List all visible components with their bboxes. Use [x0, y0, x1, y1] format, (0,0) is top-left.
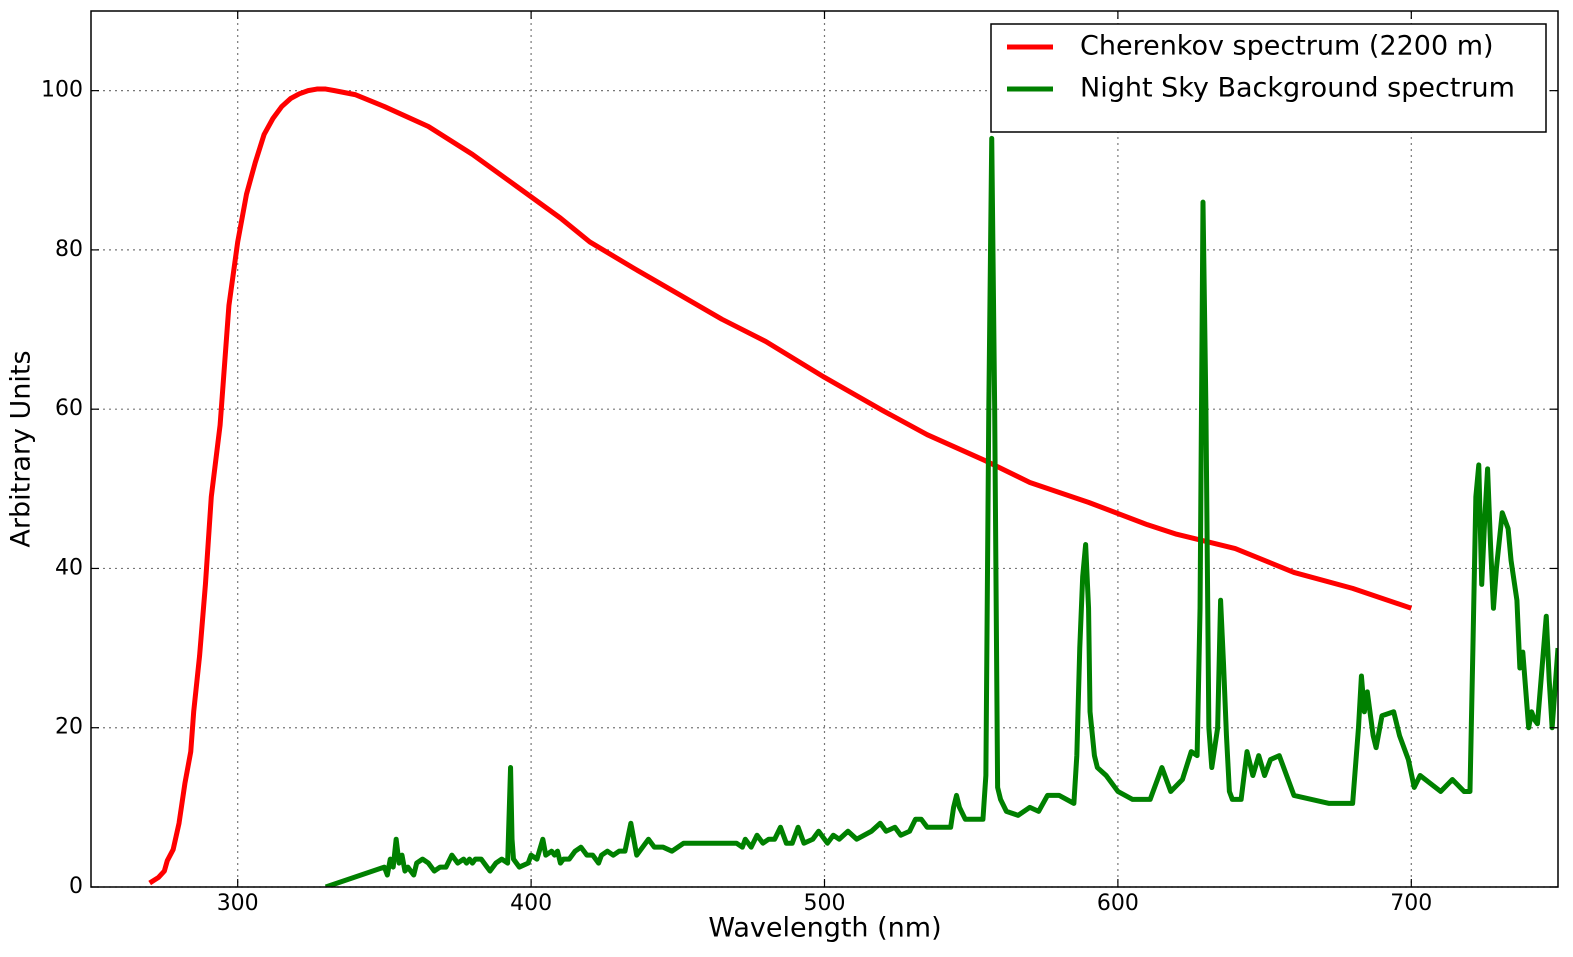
x-tick-label: 400: [510, 891, 552, 916]
y-tick-label: 80: [55, 237, 83, 262]
y-tick-label: 40: [55, 555, 83, 580]
y-tick-label: 100: [41, 78, 83, 103]
legend: Cherenkov spectrum (2200 m) Night Sky Bac…: [990, 23, 1547, 133]
grid: [91, 11, 1558, 888]
x-tick-label: 700: [1390, 891, 1432, 916]
ticks: 300 400 500 600 700 0 20 40 60 80 100: [41, 11, 1558, 916]
legend-label: Night Sky Background spectrum: [1080, 73, 1515, 104]
y-tick-label: 60: [55, 396, 83, 421]
x-axis-label: Wavelength (nm): [708, 913, 941, 944]
y-tick-label: 20: [55, 715, 83, 740]
legend-label: Cherenkov spectrum (2200 m): [1080, 31, 1494, 62]
y-axis-label: Arbitrary Units: [6, 350, 37, 547]
x-tick-label: 300: [217, 891, 259, 916]
x-tick-label: 600: [1097, 891, 1139, 916]
y-tick-label: 0: [69, 874, 83, 899]
series-line: [324, 135, 1558, 887]
x-tick-label: 500: [804, 891, 846, 916]
legend-box: [990, 23, 1547, 133]
plot-area: [148, 86, 1558, 887]
series-line: [148, 86, 1413, 886]
